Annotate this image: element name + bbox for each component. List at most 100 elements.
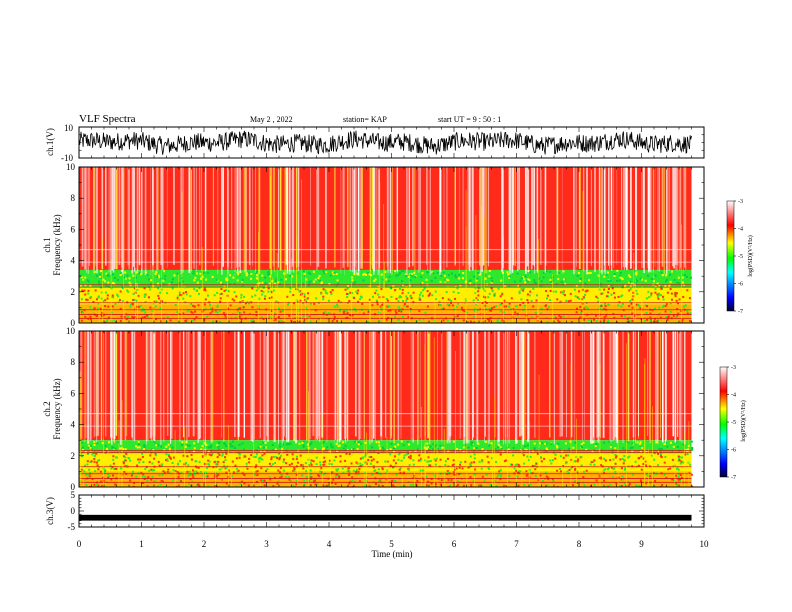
- spectrogram-cell: [365, 480, 368, 483]
- spectrogram-cell: [649, 319, 652, 322]
- spectrogram-cell: [221, 466, 224, 469]
- spectrogram-cell: [584, 282, 587, 285]
- spectrogram-cell: [333, 271, 336, 274]
- spectrogram-cell: [157, 294, 160, 297]
- spectrogram-cell: [472, 315, 475, 318]
- spectrogram-cell: [93, 460, 96, 463]
- spectrogram-cell: [576, 472, 579, 475]
- spectrogram-cell: [654, 480, 657, 483]
- spectrogram-cell: [299, 454, 302, 457]
- spectrogram-cell: [314, 278, 317, 281]
- spectrogram-cell: [153, 314, 156, 317]
- spectrogram-cell: [129, 306, 132, 309]
- date-label: May 2 , 2022: [250, 115, 293, 124]
- spectrogram-cell: [97, 302, 100, 305]
- spectrogram-cell: [378, 296, 381, 299]
- spectrogram-cell: [173, 274, 176, 277]
- spectrogram-cell: [529, 455, 532, 458]
- spectrogram-cell: [308, 281, 311, 284]
- spectrogram-cell: [203, 319, 206, 322]
- spectrogram-cell: [97, 280, 100, 283]
- spectrogram-cell: [232, 440, 235, 443]
- spectrogram-cell: [368, 273, 371, 276]
- spectrogram-cell: [619, 295, 622, 298]
- spectrogram-cell: [105, 319, 108, 322]
- spectrogram-cell: [405, 299, 408, 302]
- spectrogram-cell: [624, 285, 627, 288]
- spectrogram-cell: [149, 279, 152, 282]
- spectrogram-cell: [99, 480, 102, 483]
- spectrogram-cell: [450, 478, 453, 481]
- spectrogram-cell: [469, 320, 472, 323]
- spectrogram-cell: [188, 482, 191, 485]
- spectrogram-cell: [259, 444, 262, 447]
- spectrogram-cell: [617, 304, 620, 307]
- spectrogram-cell: [122, 461, 125, 464]
- spectrogram-cell: [516, 312, 519, 315]
- spectrogram-cell: [105, 284, 108, 287]
- spectrogram-cell: [385, 318, 388, 321]
- spectrogram-cell: [533, 448, 536, 451]
- spectrogram-cell: [542, 276, 545, 279]
- spectrogram-cell: [87, 289, 90, 292]
- spectrogram-cell: [113, 282, 116, 285]
- spectrogram-cell: [688, 319, 691, 322]
- spectrogram-cell: [518, 470, 521, 473]
- spectrogram-cell: [309, 475, 312, 478]
- spectrogram-cell: [522, 454, 525, 457]
- spectrogram-cell: [403, 454, 406, 457]
- spectrogram-cell: [298, 320, 301, 323]
- spectrogram-cell: [629, 447, 632, 450]
- spectrogram-cell: [352, 448, 355, 451]
- spectrogram-cell: [322, 484, 325, 487]
- spectrogram-cell: [237, 469, 240, 472]
- spectrogram-cell: [669, 288, 672, 291]
- spectrogram-cell: [406, 305, 409, 308]
- spectrogram-cell: [400, 459, 403, 462]
- spectrogram-cell: [209, 446, 212, 449]
- spectrogram-cell: [241, 284, 244, 287]
- spectrogram-cell: [176, 471, 179, 474]
- spectrogram-cell: [628, 482, 631, 485]
- ch1-voltage-trace: [78, 130, 692, 155]
- spectrogram-cell: [380, 273, 383, 276]
- spectrogram-cell: [607, 288, 610, 291]
- spectrogram-cell: [216, 485, 219, 487]
- spectrogram-cell: [161, 300, 164, 303]
- spectrogram-cell: [130, 474, 133, 477]
- spectrogram-cell: [114, 321, 117, 323]
- spectrogram-cell: [100, 485, 103, 487]
- spectrogram-cell: [319, 461, 322, 464]
- spectrogram-cell: [670, 292, 673, 295]
- spectrogram-cell: [84, 478, 87, 481]
- spectrogram-cell: [523, 304, 526, 307]
- spectrogram-cell: [687, 461, 690, 464]
- spectrogram-cell: [615, 482, 618, 485]
- spectrogram-cell: [607, 485, 610, 487]
- spectrogram-cell: [280, 278, 283, 281]
- spectrogram-cell: [207, 294, 210, 297]
- spectrogram-cell: [400, 270, 403, 273]
- spectrogram-cell: [520, 288, 523, 291]
- spectrogram-cell: [303, 293, 306, 296]
- spectrogram-cell: [580, 310, 583, 313]
- spectrogram-cell: [301, 441, 304, 444]
- spectrogram-cell: [568, 469, 571, 472]
- spectrogram-cell: [247, 484, 250, 487]
- spectrogram-cell: [128, 457, 131, 460]
- ch1-colorbar-gradient: [726, 200, 735, 312]
- spectrogram-cell: [466, 446, 469, 449]
- spectrogram-cell: [502, 449, 505, 452]
- spectrogram-cell: [238, 456, 241, 459]
- spectrogram-cell: [495, 476, 498, 479]
- ch1-colorbar-label: log(PSD)(V²/Hz): [747, 235, 754, 276]
- spectrogram-cell: [584, 293, 587, 296]
- spectrogram-cell: [473, 321, 476, 323]
- spectrogram-cell: [87, 292, 90, 295]
- spectrogram-cell: [363, 272, 366, 275]
- spectrogram-cell: [119, 447, 122, 450]
- spectrogram-cell: [234, 464, 237, 467]
- spectrogram-cell: [399, 467, 402, 470]
- spectrogram-cell: [447, 450, 450, 453]
- spectrogram-cell: [434, 276, 437, 279]
